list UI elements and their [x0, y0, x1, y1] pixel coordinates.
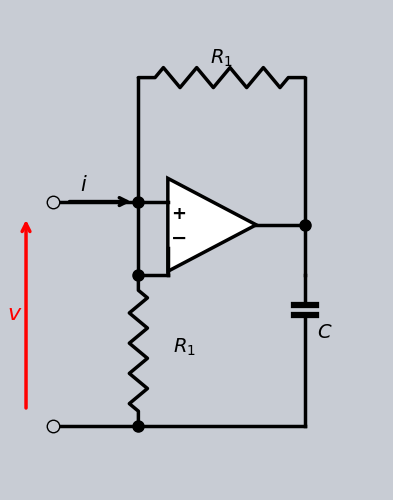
Polygon shape — [168, 178, 256, 272]
Text: $v$: $v$ — [7, 304, 22, 324]
Text: $R_1$: $R_1$ — [173, 336, 196, 357]
Text: +: + — [171, 205, 186, 223]
Text: $i$: $i$ — [80, 176, 88, 196]
Text: −: − — [171, 229, 187, 248]
Text: $C$: $C$ — [317, 324, 332, 342]
Text: $R_1$: $R_1$ — [210, 48, 233, 69]
